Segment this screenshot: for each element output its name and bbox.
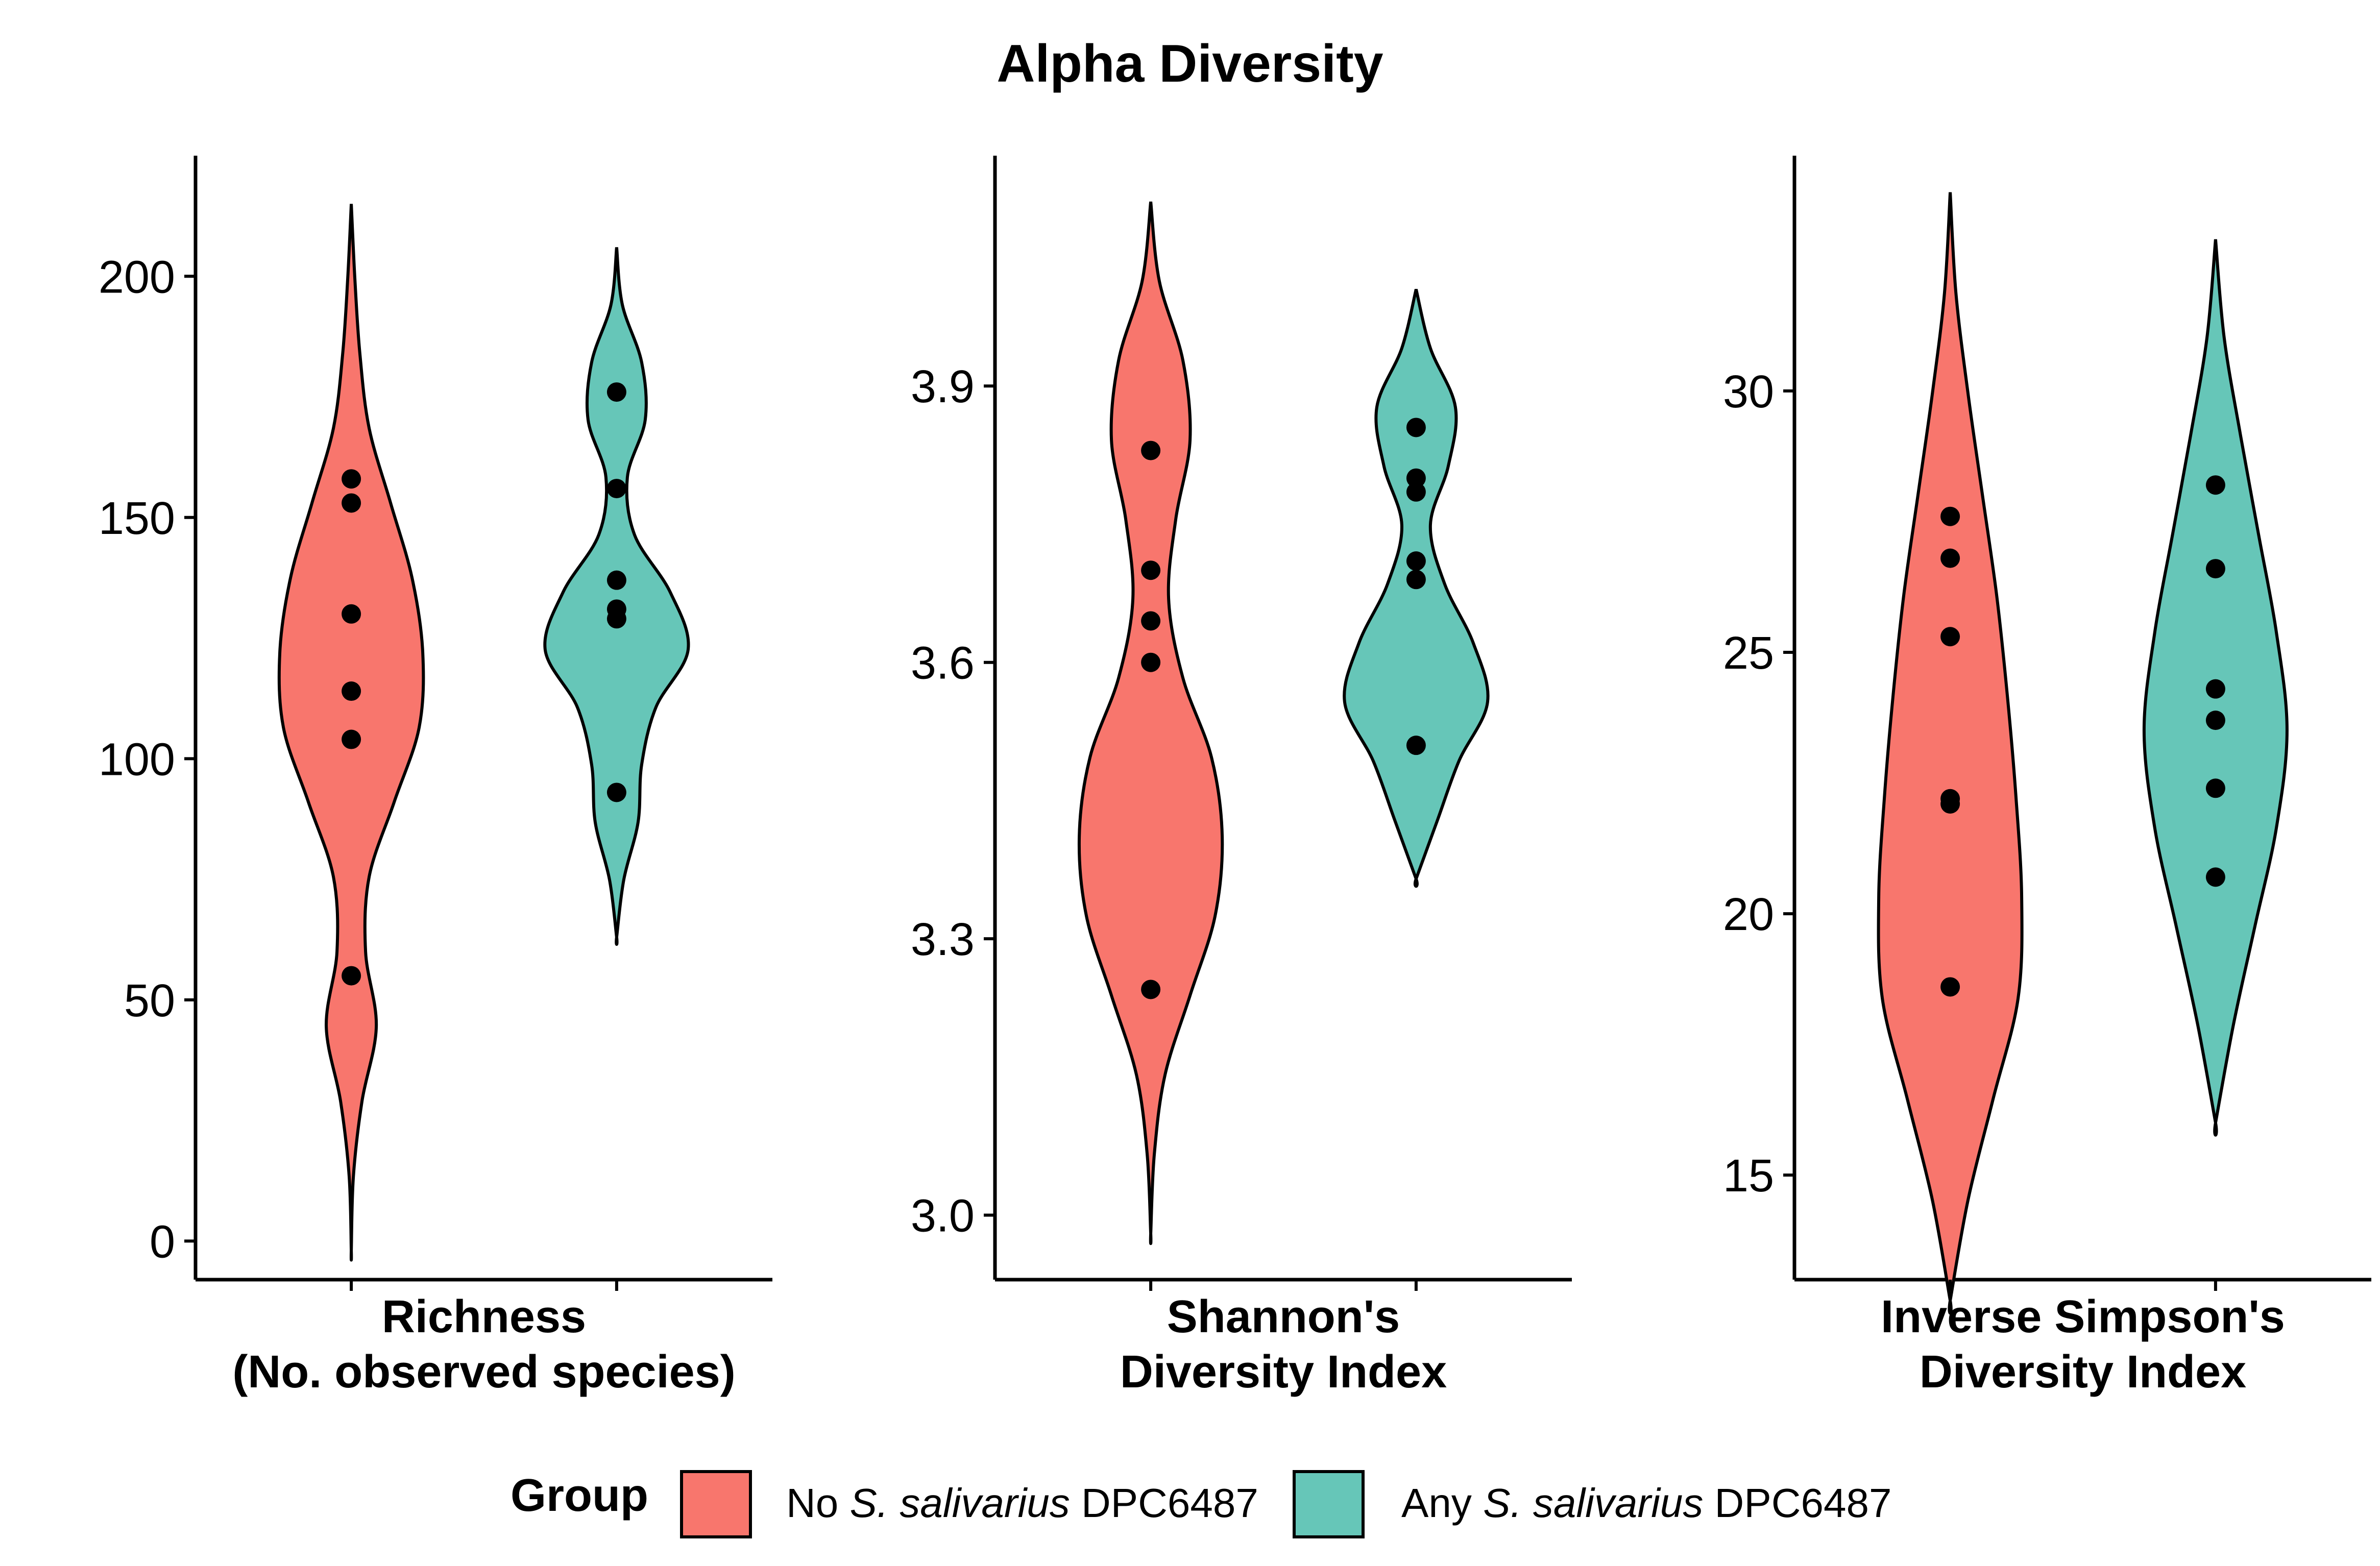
- x-axis-label: Inverse Simpson's: [1881, 1291, 2285, 1342]
- data-point: [1406, 551, 1426, 571]
- violin-any-salivarius: [543, 247, 690, 946]
- data-point: [1406, 468, 1426, 488]
- data-point: [606, 609, 626, 629]
- y-tick-label: 0: [150, 1216, 175, 1267]
- data-point: [2205, 679, 2225, 699]
- y-tick-label: 3.9: [911, 361, 975, 412]
- data-point: [2205, 475, 2225, 495]
- y-tick-label: 25: [1723, 628, 1774, 679]
- y-tick-label: 30: [1723, 366, 1774, 418]
- y-tick-label: 3.0: [911, 1191, 975, 1242]
- data-point: [2205, 778, 2225, 798]
- y-tick-label: 3.6: [911, 638, 975, 689]
- data-point: [342, 681, 361, 701]
- data-point: [342, 966, 361, 986]
- data-point: [606, 382, 626, 402]
- y-tick-label: 150: [99, 493, 175, 544]
- data-point: [1141, 611, 1161, 631]
- data-point: [342, 469, 361, 489]
- y-tick-label: 3.3: [911, 914, 975, 965]
- data-point: [342, 729, 361, 749]
- legend-key: [1293, 1470, 1365, 1538]
- data-point: [342, 493, 361, 513]
- legend-title: Group: [511, 1470, 648, 1521]
- data-point: [1406, 482, 1426, 502]
- violin-no-salivarius: [1077, 201, 1224, 1245]
- data-point: [1406, 418, 1426, 437]
- data-point: [1940, 506, 1960, 526]
- data-point: [606, 782, 626, 802]
- data-point: [1940, 548, 1960, 568]
- data-point: [2205, 867, 2225, 887]
- data-point: [2205, 711, 2225, 730]
- panel-1: 0 50 100 150 200 Richness(No. observed specie…: [99, 156, 772, 1398]
- data-point: [1141, 441, 1161, 460]
- data-point: [1141, 560, 1161, 580]
- data-point: [1406, 570, 1426, 590]
- data-point: [1141, 980, 1161, 999]
- chart-panels: 0 50 100 150 200 Richness(No. observed specie…: [99, 156, 2371, 1398]
- x-axis-label: Richness: [382, 1291, 586, 1342]
- x-axis-label: Diversity Index: [1920, 1347, 2246, 1398]
- x-axis-label: (No. observed species): [232, 1347, 735, 1398]
- data-point: [1940, 977, 1960, 997]
- legend-label: No S. salivarius DPC6487: [786, 1480, 1258, 1526]
- y-tick-label: 100: [99, 734, 175, 785]
- y-tick-label: 200: [99, 252, 175, 303]
- y-tick-label: 50: [124, 975, 175, 1026]
- data-point: [606, 570, 626, 590]
- y-tick-label: 15: [1723, 1151, 1774, 1202]
- data-point: [2205, 559, 2225, 579]
- violin-no-salivarius: [1877, 192, 2024, 1315]
- data-point: [1406, 736, 1426, 755]
- legend-key: [680, 1470, 752, 1538]
- data-point: [342, 604, 361, 624]
- data-point: [606, 479, 626, 499]
- chart-title: Alpha Diversity: [997, 34, 1383, 93]
- legend-label: Any S. salivarius DPC6487: [1401, 1480, 1891, 1526]
- data-point: [1940, 794, 1960, 814]
- x-axis-label: Shannon's: [1167, 1291, 1400, 1342]
- legend: Group No S. salivarius DPC6487 Any S. sali…: [511, 1470, 1891, 1538]
- x-axis-label: Diversity Index: [1120, 1347, 1447, 1398]
- y-tick-label: 20: [1723, 889, 1774, 940]
- data-point: [1141, 652, 1161, 672]
- data-point: [1940, 627, 1960, 647]
